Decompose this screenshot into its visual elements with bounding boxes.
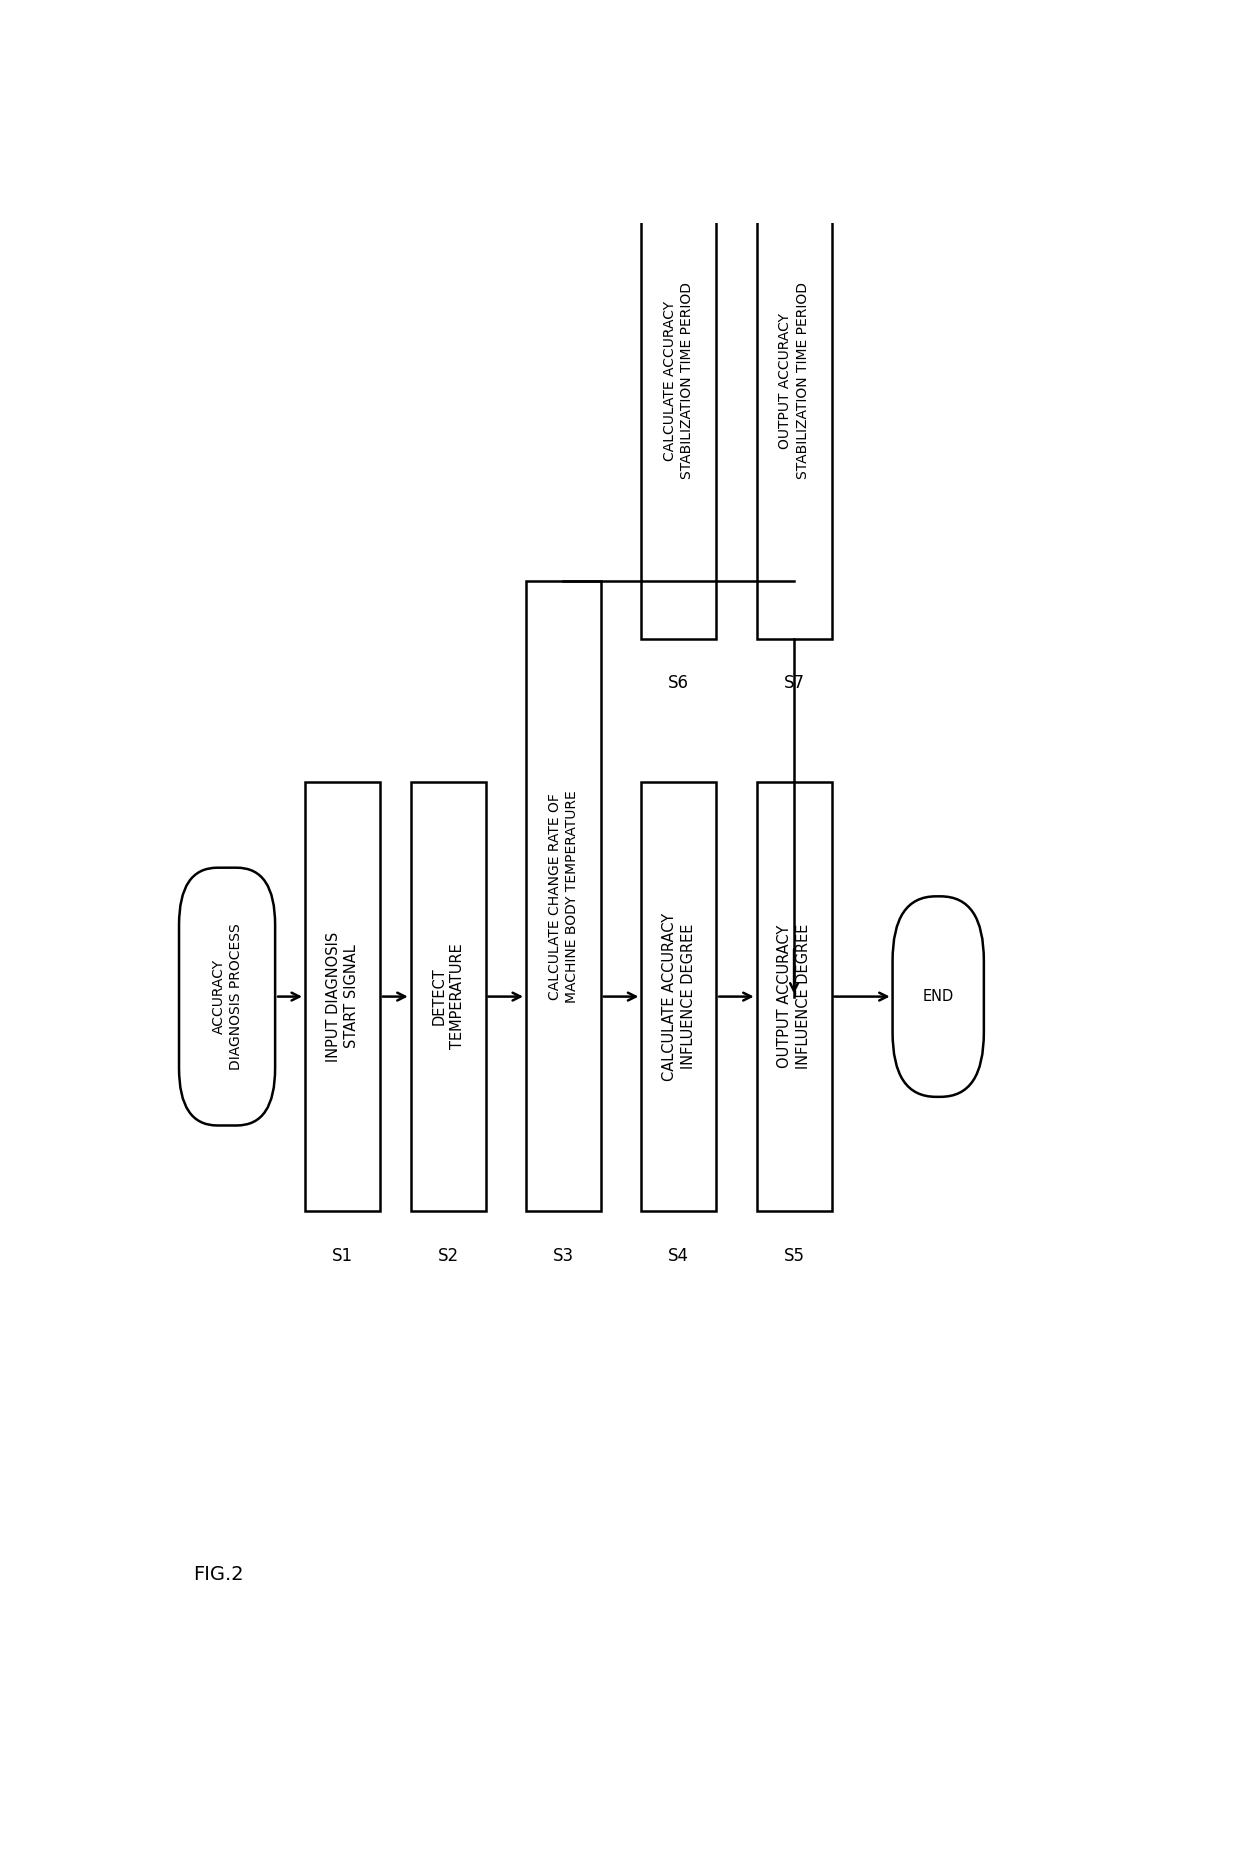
Text: DETECT
TEMPERATURE: DETECT TEMPERATURE — [432, 943, 465, 1049]
Text: CALCULATE ACCURACY
INFLUENCE DEGREE: CALCULATE ACCURACY INFLUENCE DEGREE — [662, 913, 696, 1081]
Text: CALCULATE ACCURACY
STABILIZATION TIME PERIOD: CALCULATE ACCURACY STABILIZATION TIME PE… — [663, 283, 694, 480]
Text: S7: S7 — [784, 675, 805, 692]
Bar — [641, 123, 717, 638]
Bar — [526, 582, 601, 1211]
FancyBboxPatch shape — [179, 867, 275, 1125]
Text: OUTPUT ACCURACY
INFLUENCE DEGREE: OUTPUT ACCURACY INFLUENCE DEGREE — [777, 924, 811, 1070]
Text: END: END — [923, 990, 954, 1004]
Bar — [641, 781, 717, 1211]
Text: ACCURACY
DIAGNOSIS PROCESS: ACCURACY DIAGNOSIS PROCESS — [212, 923, 243, 1069]
Bar — [410, 781, 486, 1211]
Text: S4: S4 — [668, 1248, 689, 1265]
FancyBboxPatch shape — [893, 897, 983, 1097]
Bar — [756, 123, 832, 638]
Bar — [756, 781, 832, 1211]
Bar — [305, 781, 379, 1211]
Text: S2: S2 — [438, 1248, 459, 1265]
Text: FIG.2: FIG.2 — [193, 1564, 244, 1585]
Text: INPUT DIAGNOSIS
START SIGNAL: INPUT DIAGNOSIS START SIGNAL — [326, 932, 360, 1062]
Text: S6: S6 — [668, 675, 689, 692]
Text: OUTPUT ACCURACY
STABILIZATION TIME PERIOD: OUTPUT ACCURACY STABILIZATION TIME PERIO… — [779, 283, 810, 480]
Text: S5: S5 — [784, 1248, 805, 1265]
Text: S1: S1 — [332, 1248, 353, 1265]
Text: S3: S3 — [553, 1248, 574, 1265]
Text: CALCULATE CHANGE RATE OF
MACHINE BODY TEMPERATURE: CALCULATE CHANGE RATE OF MACHINE BODY TE… — [548, 790, 579, 1003]
